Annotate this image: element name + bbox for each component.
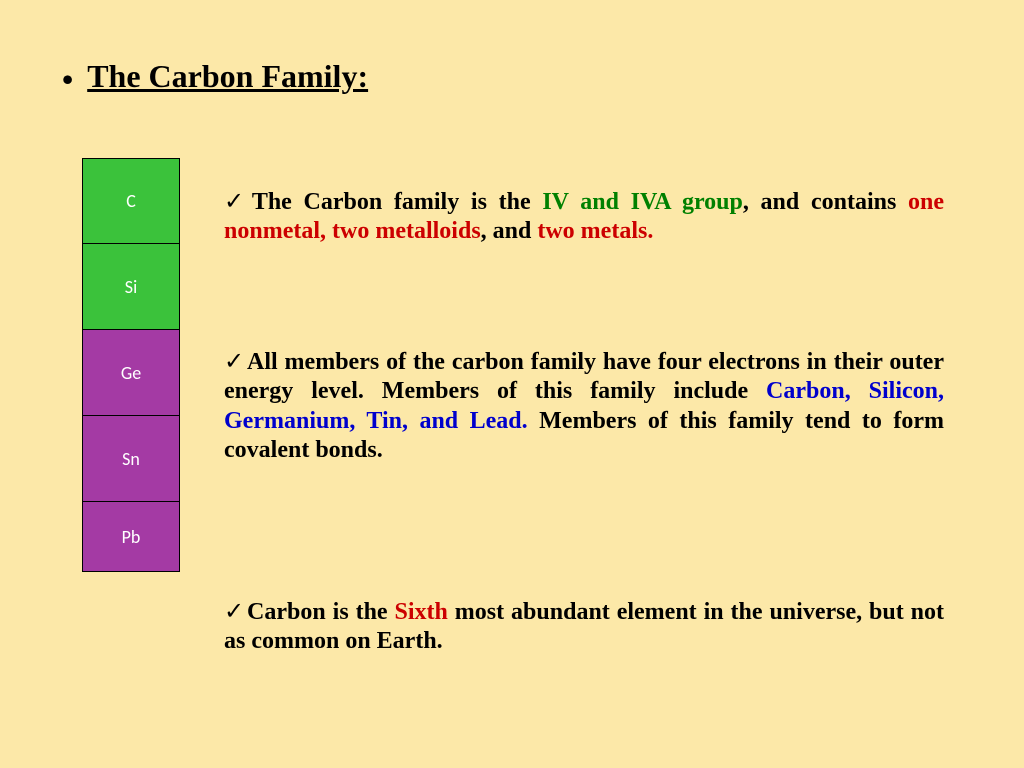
text-run: Carbon is the <box>247 599 394 625</box>
element-cell-sn: Sn <box>82 416 180 502</box>
text-run: , and <box>481 218 538 244</box>
element-cell-si: Si <box>82 244 180 330</box>
slide-title: The Carbon Family: <box>87 58 368 94</box>
text-run: , and contains <box>743 189 908 215</box>
slide-title-row: • The Carbon Family: <box>62 58 368 98</box>
element-cell-c: C <box>82 158 180 244</box>
element-group-column: CSiGeSnPb <box>82 158 180 572</box>
text-run: IV and IVA group <box>542 189 743 215</box>
title-bullet: • <box>62 61 73 98</box>
element-cell-pb: Pb <box>82 502 180 572</box>
element-cell-ge: Ge <box>82 330 180 416</box>
paragraph-2: ✓All members of the carbon family have f… <box>224 348 944 465</box>
text-run: two metals. <box>537 218 653 244</box>
paragraph-3: ✓Carbon is the Sixth most abundant eleme… <box>224 598 944 657</box>
checkmark-icon: ✓ <box>224 349 245 375</box>
text-run: Sixth <box>395 599 448 625</box>
paragraph-1: ✓The Carbon family is the IV and IVA gro… <box>224 188 944 247</box>
checkmark-icon: ✓ <box>224 599 245 625</box>
text-run: The Carbon family is the <box>252 189 543 215</box>
checkmark-icon: ✓ <box>224 189 250 215</box>
